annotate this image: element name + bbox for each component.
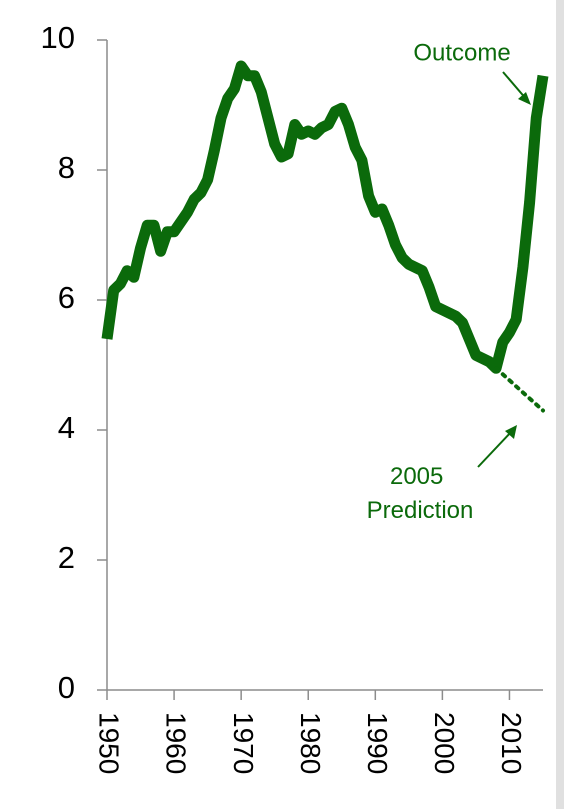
x-tick-label: 2010 bbox=[496, 712, 527, 774]
series-line bbox=[494, 366, 545, 413]
prediction-arrow bbox=[477, 430, 513, 468]
series-label: Outcome bbox=[413, 39, 510, 66]
x-tick-label: 2000 bbox=[429, 712, 460, 774]
y-tick-label: 8 bbox=[58, 150, 75, 185]
y-tick-label: 4 bbox=[58, 410, 75, 445]
x-tick-label: 1960 bbox=[161, 712, 192, 774]
y-tick-label: 0 bbox=[58, 670, 75, 705]
y-tick-label: 10 bbox=[41, 20, 75, 55]
x-tick-label: 1980 bbox=[295, 712, 326, 774]
y-tick-label: 2 bbox=[58, 540, 75, 575]
series-label: 2005 Prediction bbox=[367, 463, 474, 524]
x-tick-label: 1970 bbox=[228, 712, 259, 774]
y-tick-label: 6 bbox=[58, 280, 75, 315]
outcome-arrowhead bbox=[518, 92, 531, 105]
x-tick-label: 1950 bbox=[94, 712, 125, 774]
x-tick-label: 1990 bbox=[362, 712, 393, 774]
prediction-arrowhead bbox=[505, 425, 517, 439]
series-line bbox=[101, 60, 549, 374]
